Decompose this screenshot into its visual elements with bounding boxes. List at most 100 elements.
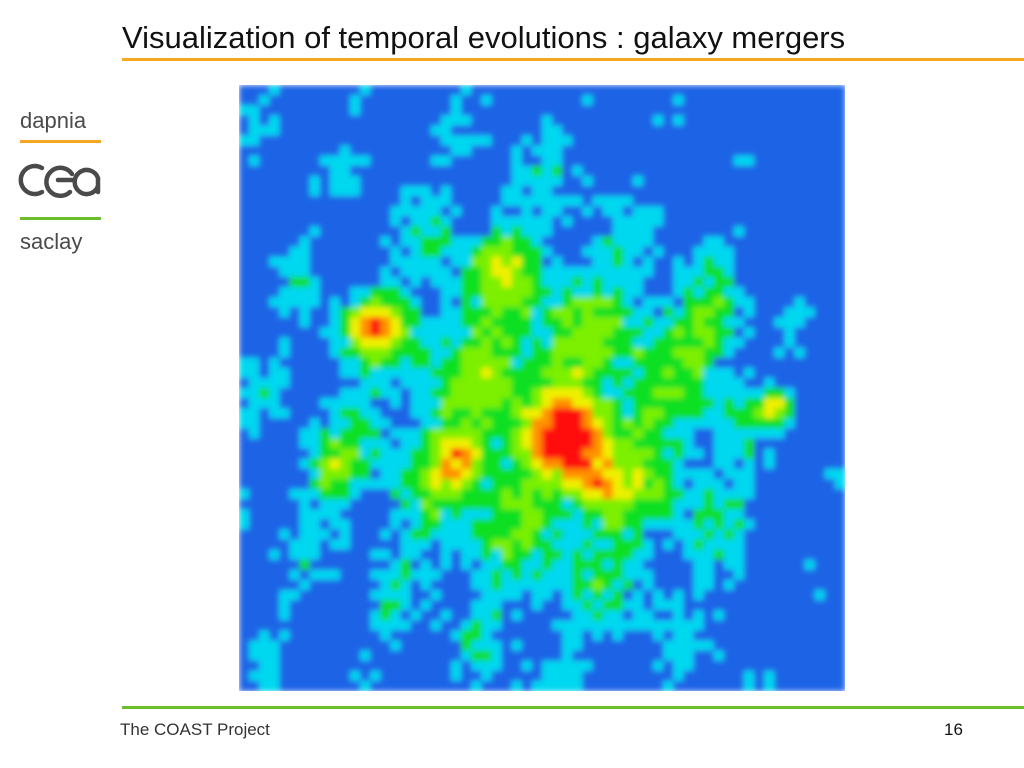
density-cell	[319, 196, 331, 207]
density-cell	[420, 590, 432, 601]
density-cell	[309, 105, 321, 116]
density-cell	[511, 600, 523, 611]
density-cell	[481, 620, 493, 631]
density-cell	[360, 438, 371, 450]
density-cell	[643, 287, 654, 298]
density-cell	[491, 489, 503, 500]
density-cell	[703, 347, 715, 359]
density-cell	[804, 276, 816, 288]
density-cell	[693, 125, 705, 137]
density-cell	[481, 327, 493, 339]
density-cell	[592, 287, 604, 298]
density-cell	[249, 115, 260, 126]
density-cell	[239, 489, 250, 500]
density-cell	[461, 590, 472, 601]
density-cell	[754, 135, 765, 147]
density-cell	[723, 206, 735, 217]
density-cell	[622, 408, 634, 419]
density-cell	[380, 307, 392, 318]
density-cell	[552, 297, 563, 308]
density-cell	[521, 317, 533, 328]
density-cell	[683, 468, 695, 480]
density-cell	[309, 155, 321, 167]
density-cell	[309, 236, 321, 248]
density-cell	[259, 135, 270, 147]
density-cell	[441, 266, 452, 278]
density-cell	[430, 266, 442, 278]
density-cell	[239, 529, 250, 541]
density-cell	[441, 670, 452, 682]
density-cell	[663, 125, 674, 137]
density-cell	[420, 377, 432, 389]
density-cell	[511, 579, 523, 591]
density-cell	[481, 660, 493, 672]
density-cell	[511, 155, 523, 167]
density-cell	[259, 347, 270, 359]
density-cell	[723, 287, 735, 298]
density-cell	[632, 519, 644, 530]
density-cell	[653, 529, 664, 541]
density-cell	[279, 206, 291, 217]
density-cell	[249, 367, 260, 379]
density-cell	[521, 226, 533, 238]
density-cell	[622, 529, 634, 541]
density-cell	[299, 640, 311, 652]
density-cell	[350, 175, 361, 187]
density-cell	[410, 620, 422, 631]
density-cell	[249, 307, 260, 318]
density-cell	[309, 377, 321, 389]
density-cell	[794, 256, 806, 268]
density-cell	[723, 105, 735, 116]
density-cell	[430, 569, 442, 581]
density-cell	[279, 95, 291, 106]
density-cell	[824, 448, 836, 460]
density-cell	[784, 236, 796, 248]
density-cell	[824, 85, 836, 96]
density-cell	[784, 590, 796, 601]
density-cell	[754, 125, 765, 137]
density-cell	[612, 135, 624, 147]
density-cell	[723, 489, 735, 500]
density-cell	[279, 559, 291, 571]
density-cell	[643, 266, 654, 278]
density-cell	[501, 489, 513, 500]
density-cell	[572, 256, 583, 268]
density-cell	[582, 347, 594, 359]
density-cell	[461, 398, 472, 409]
density-cell	[239, 398, 250, 409]
density-cell	[622, 549, 634, 561]
density-cell	[279, 478, 291, 490]
density-cell	[693, 650, 705, 662]
density-cell	[562, 468, 573, 480]
density-cell	[804, 428, 816, 440]
density-cell	[612, 519, 624, 530]
density-cell	[390, 155, 402, 167]
density-cell	[259, 539, 270, 551]
density-cell	[602, 590, 614, 601]
density-cell	[572, 175, 583, 187]
density-cell	[592, 337, 604, 349]
density-cell	[542, 579, 553, 591]
density-cell	[340, 337, 351, 349]
density-cell	[744, 650, 755, 662]
density-cell	[410, 125, 422, 137]
density-cell	[713, 660, 725, 672]
density-cell	[521, 95, 533, 106]
density-cell	[511, 590, 523, 601]
density-cell	[461, 519, 472, 530]
density-cell	[299, 529, 311, 541]
density-cell	[824, 610, 836, 621]
density-cell	[269, 398, 280, 409]
density-cell	[461, 266, 472, 278]
density-cell	[673, 206, 684, 217]
density-cell	[713, 509, 725, 520]
density-cell	[511, 226, 523, 238]
density-cell	[430, 307, 442, 318]
density-cell	[279, 499, 291, 510]
density-cell	[774, 529, 785, 541]
density-cell	[370, 499, 381, 510]
density-cell	[663, 600, 674, 611]
density-cell	[784, 650, 796, 662]
density-cell	[693, 327, 705, 339]
density-cell	[774, 499, 785, 510]
